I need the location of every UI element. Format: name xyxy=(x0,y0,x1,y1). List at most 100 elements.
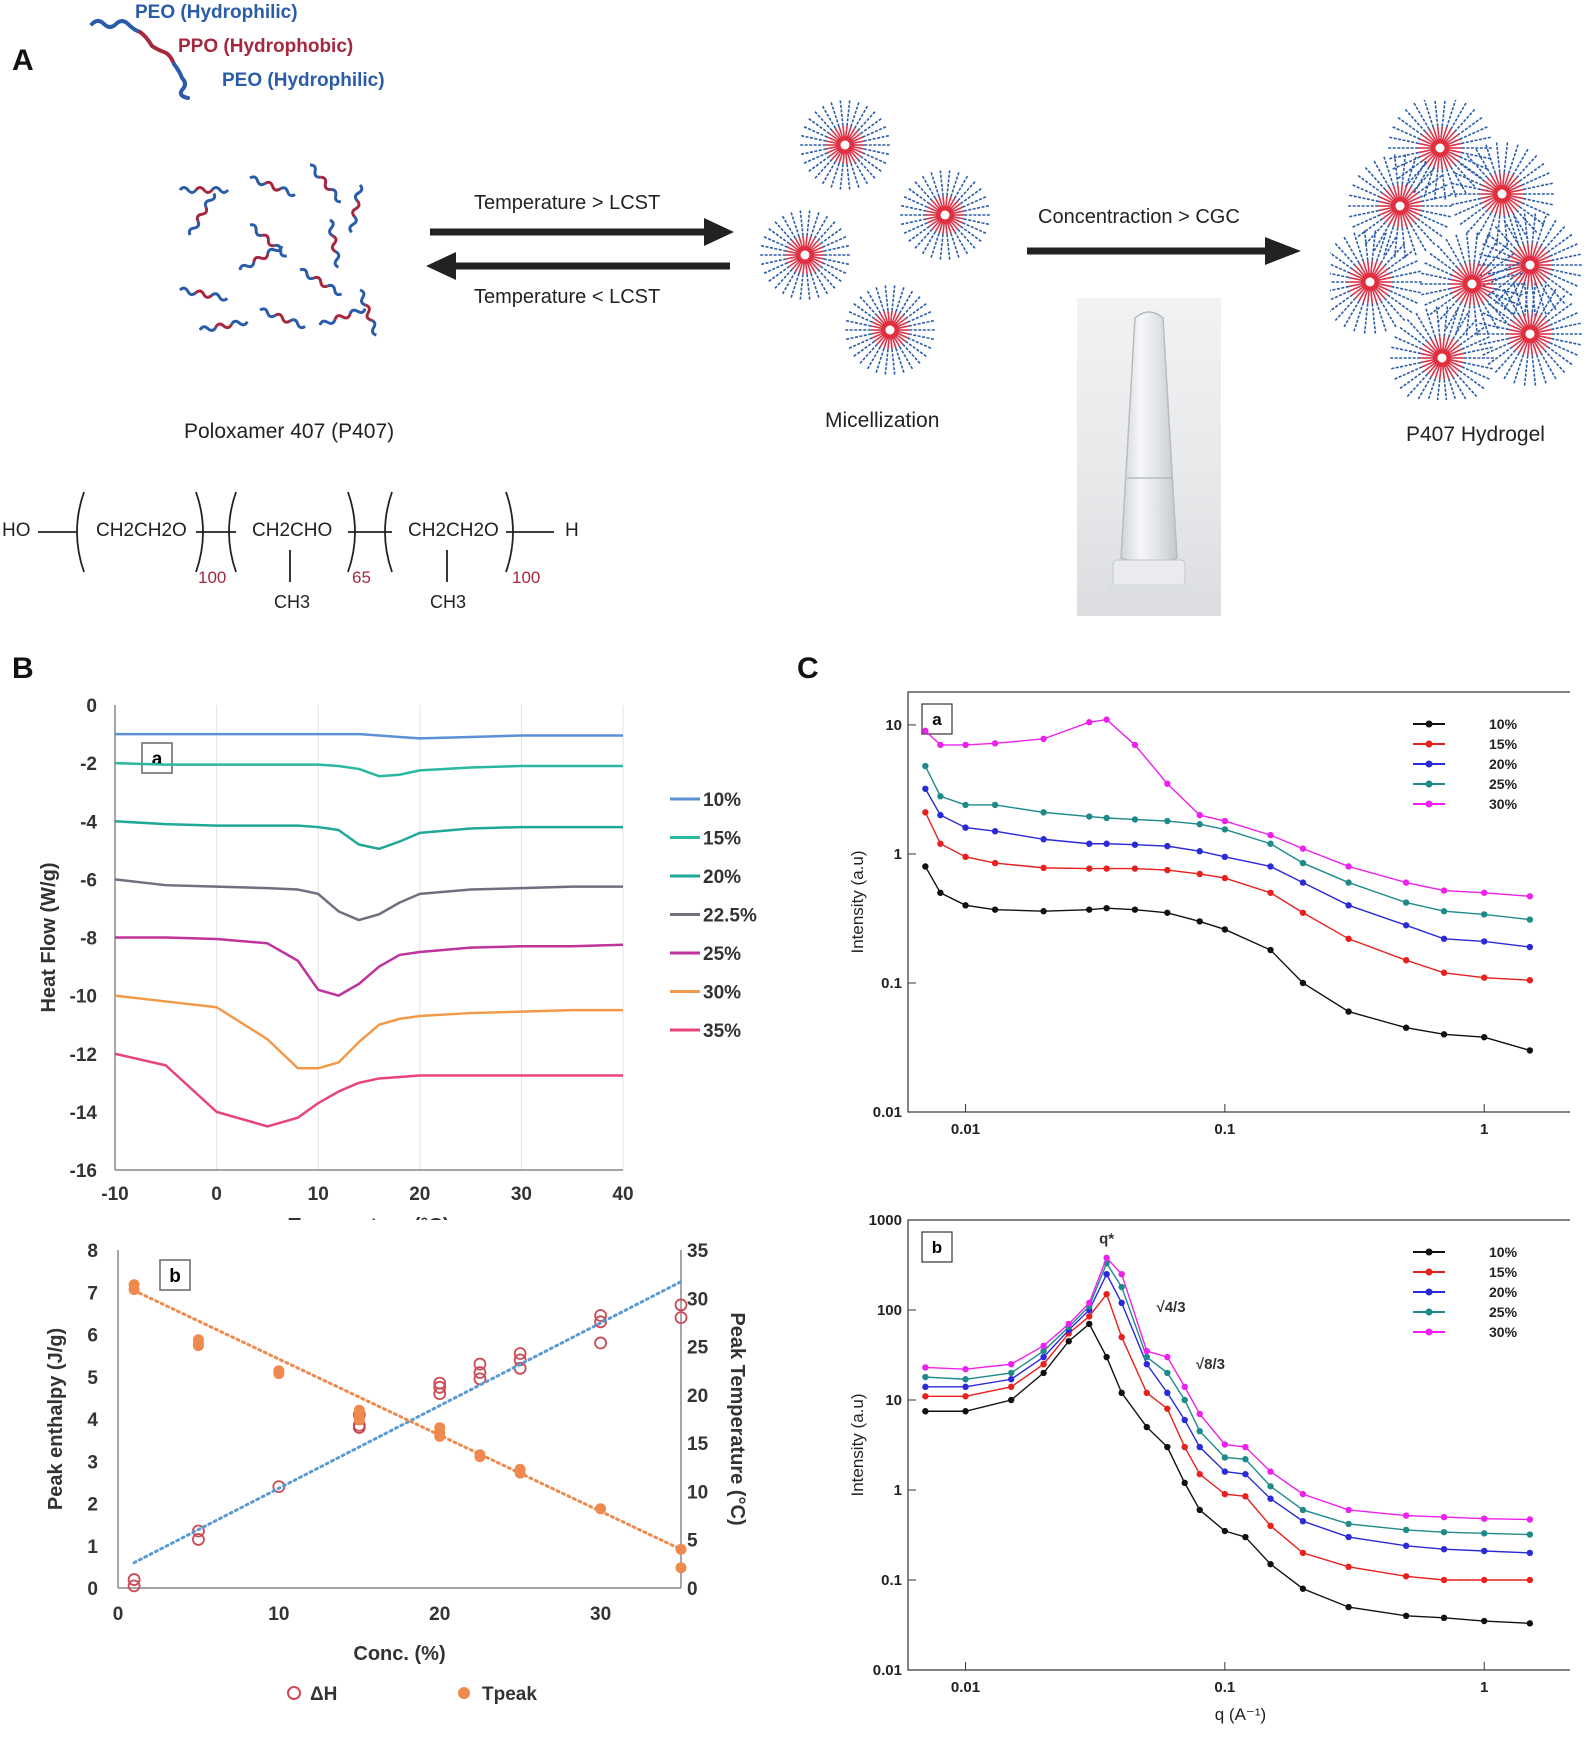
point-Tpeak xyxy=(273,1368,285,1380)
annotation-sqrt-4-3: √4/3 xyxy=(1156,1299,1185,1316)
point-ΔH xyxy=(594,1309,607,1322)
series-20% xyxy=(925,1272,1530,1554)
y2-tick-label: 15 xyxy=(687,1434,709,1455)
point-30% xyxy=(1267,831,1274,839)
point-30% xyxy=(922,727,929,735)
point-25% xyxy=(1440,1528,1448,1536)
y2-tick-label: 20 xyxy=(687,1386,708,1407)
point-15% xyxy=(1164,866,1171,874)
point-30% xyxy=(937,741,944,749)
point-20% xyxy=(1131,841,1139,848)
point-15% xyxy=(1007,1383,1015,1391)
point-15% xyxy=(1402,957,1410,964)
y-tick-label: 0.01 xyxy=(873,1104,902,1121)
y-tick-label: 1 xyxy=(894,1482,902,1499)
panel-label-c: C xyxy=(797,652,819,685)
point-20% xyxy=(1345,902,1352,909)
y-tick-label: 4 xyxy=(87,1410,98,1431)
x-tick-label: 30 xyxy=(511,1184,532,1205)
point-15% xyxy=(1181,1443,1188,1451)
unimer-chain-5 xyxy=(328,218,341,269)
series-30% xyxy=(114,994,623,1070)
point-20% xyxy=(922,1383,929,1391)
unimer-chain-9 xyxy=(359,288,377,337)
point-30% xyxy=(991,740,999,747)
point-20% xyxy=(1345,1533,1352,1541)
point-10% xyxy=(922,863,929,870)
y-axis-label: Heat Flow (W/g) xyxy=(38,863,60,1013)
y-tick-label: 5 xyxy=(87,1368,98,1389)
point-15% xyxy=(1164,1405,1171,1412)
x-tick-label: -10 xyxy=(101,1184,128,1205)
x-axis-label: Temperature (°C) xyxy=(289,1215,450,1220)
unimer-chain-7 xyxy=(238,245,284,271)
micelle-2 xyxy=(759,209,851,301)
point-15% xyxy=(1267,1522,1274,1530)
point-15% xyxy=(1345,1563,1352,1571)
x-tick-label: 0.1 xyxy=(1214,1679,1235,1696)
dsc-thermogram-chart: -10 0 10 20 30 40 0 -2 -4 -6 -8 -10 -12 -14 -16 Tempera… xyxy=(38,696,757,1220)
point-25% xyxy=(1299,1506,1307,1514)
formula-n1: 100 xyxy=(198,568,227,587)
gel-micelle-6 xyxy=(1390,306,1494,400)
arrow-forward-label: Temperature > LCST xyxy=(474,192,661,214)
point-20% xyxy=(1267,1495,1274,1502)
point-25% xyxy=(1480,911,1488,918)
point-20% xyxy=(1103,1270,1110,1278)
point-25% xyxy=(1221,826,1229,833)
point-10% xyxy=(1267,946,1274,954)
panel-label-a: A xyxy=(12,44,34,77)
point-30% xyxy=(1040,1342,1047,1350)
point-15% xyxy=(962,1393,969,1400)
point-10% xyxy=(1345,1603,1352,1611)
point-30% xyxy=(1040,735,1047,743)
x-tick-label: 0.1 xyxy=(1214,1121,1235,1138)
x-tick-label: 10 xyxy=(268,1604,289,1625)
point-10% xyxy=(1164,909,1171,916)
formula-ppo: CH2CHO xyxy=(252,520,333,541)
x-axis-label: q (A⁻¹) xyxy=(1215,1705,1266,1724)
y-tick-label: 1000 xyxy=(869,1212,902,1229)
point-30% xyxy=(1221,1441,1229,1448)
point-25% xyxy=(1526,916,1534,923)
peo-bottom-label: PEO (Hydrophilic) xyxy=(222,70,385,91)
x-tick-label: 30 xyxy=(590,1604,611,1625)
y-tick-label: 0.01 xyxy=(873,1662,902,1679)
point-25% xyxy=(1040,809,1047,816)
point-10% xyxy=(1221,1527,1229,1535)
point-30% xyxy=(1181,1383,1188,1391)
point-20% xyxy=(991,828,999,835)
formula-brackets-icon xyxy=(38,491,554,582)
point-30% xyxy=(1086,1299,1093,1307)
point-25% xyxy=(1103,814,1110,822)
y-tick-label: 100 xyxy=(877,1302,902,1319)
y-tick-label: -14 xyxy=(70,1103,98,1124)
x-tick-label: 0 xyxy=(211,1184,222,1205)
point-15% xyxy=(1526,1576,1534,1584)
point-30% xyxy=(1480,1515,1488,1522)
point-30% xyxy=(1345,1506,1352,1514)
point-20% xyxy=(1164,842,1171,850)
point-30% xyxy=(1526,1516,1534,1523)
point-10% xyxy=(1221,926,1229,933)
point-20% xyxy=(1299,879,1307,886)
point-30% xyxy=(1221,817,1229,825)
point-10% xyxy=(1007,1396,1015,1404)
point-20% xyxy=(922,785,929,792)
point-15% xyxy=(1440,969,1448,976)
point-10% xyxy=(1526,1047,1534,1054)
legend-label: 25% xyxy=(703,944,741,965)
micelle-0 xyxy=(799,99,891,191)
point-25% xyxy=(922,762,929,770)
point-25% xyxy=(1131,816,1139,823)
chemical-formula: HO CH2CH2O CH2CHO CH2CH2O H CH3 CH3 100 … xyxy=(0,470,600,620)
point-20% xyxy=(1040,1353,1047,1361)
legend-label: 30% xyxy=(1489,796,1518,812)
point-30% xyxy=(1118,1270,1125,1278)
point-25% xyxy=(1299,859,1307,867)
legend-label: 35% xyxy=(703,1021,741,1042)
series-25% xyxy=(924,765,1530,921)
legend-marker xyxy=(1425,800,1433,808)
point-15% xyxy=(1221,1490,1229,1498)
point-10% xyxy=(1242,1533,1249,1541)
